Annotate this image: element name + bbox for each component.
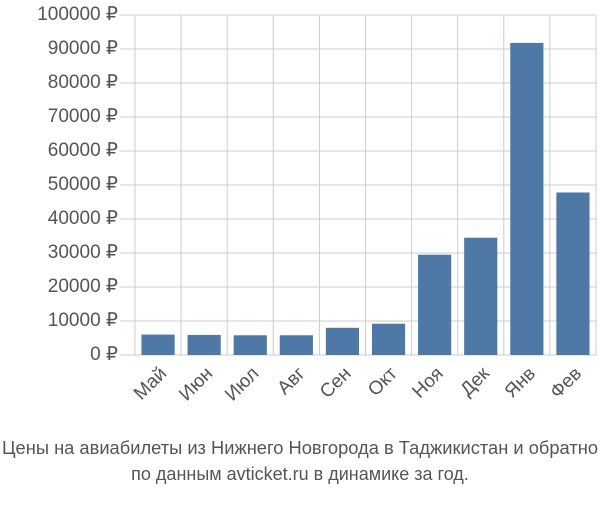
bar [556, 192, 590, 355]
bar [371, 323, 406, 355]
bar [141, 334, 175, 355]
y-tick-label: 50000 ₽ [48, 174, 118, 195]
x-tick-label: Ноя [408, 363, 447, 402]
y-tick-label: 30000 ₽ [48, 242, 118, 263]
x-tick-label: Дек [457, 363, 495, 401]
y-tick-label: 80000 ₽ [48, 72, 118, 93]
x-tick-label: Июл [221, 363, 263, 405]
y-tick-label: 100000 ₽ [37, 4, 118, 25]
y-tick-label: 70000 ₽ [48, 106, 118, 127]
y-tick-label: 40000 ₽ [48, 208, 118, 229]
bar [233, 335, 267, 355]
x-tick-label: Авг [274, 363, 310, 399]
bar [464, 237, 498, 355]
y-tick-label: 10000 ₽ [48, 310, 118, 331]
bar [510, 42, 544, 355]
y-tick-label: 0 ₽ [90, 344, 118, 365]
x-tick-label: Янв [501, 363, 540, 402]
x-tick-label: Сен [316, 363, 355, 402]
bar [187, 334, 221, 355]
x-tick-label: Окт [364, 363, 402, 401]
bar [418, 254, 452, 355]
bar [279, 335, 313, 355]
chart-subtitle: по данным avticket.ru в динамике за год. [131, 464, 469, 484]
y-tick-label: 20000 ₽ [48, 276, 118, 297]
x-tick-label: Фев [546, 363, 586, 403]
y-tick-label: 60000 ₽ [48, 140, 118, 161]
y-tick-label: 90000 ₽ [48, 38, 118, 59]
x-tick-label: Май [130, 363, 171, 404]
bar [325, 327, 360, 355]
chart-title: Цены на авиабилеты из Нижнего Новгорода … [2, 438, 598, 458]
x-tick-label: Июн [175, 363, 217, 405]
